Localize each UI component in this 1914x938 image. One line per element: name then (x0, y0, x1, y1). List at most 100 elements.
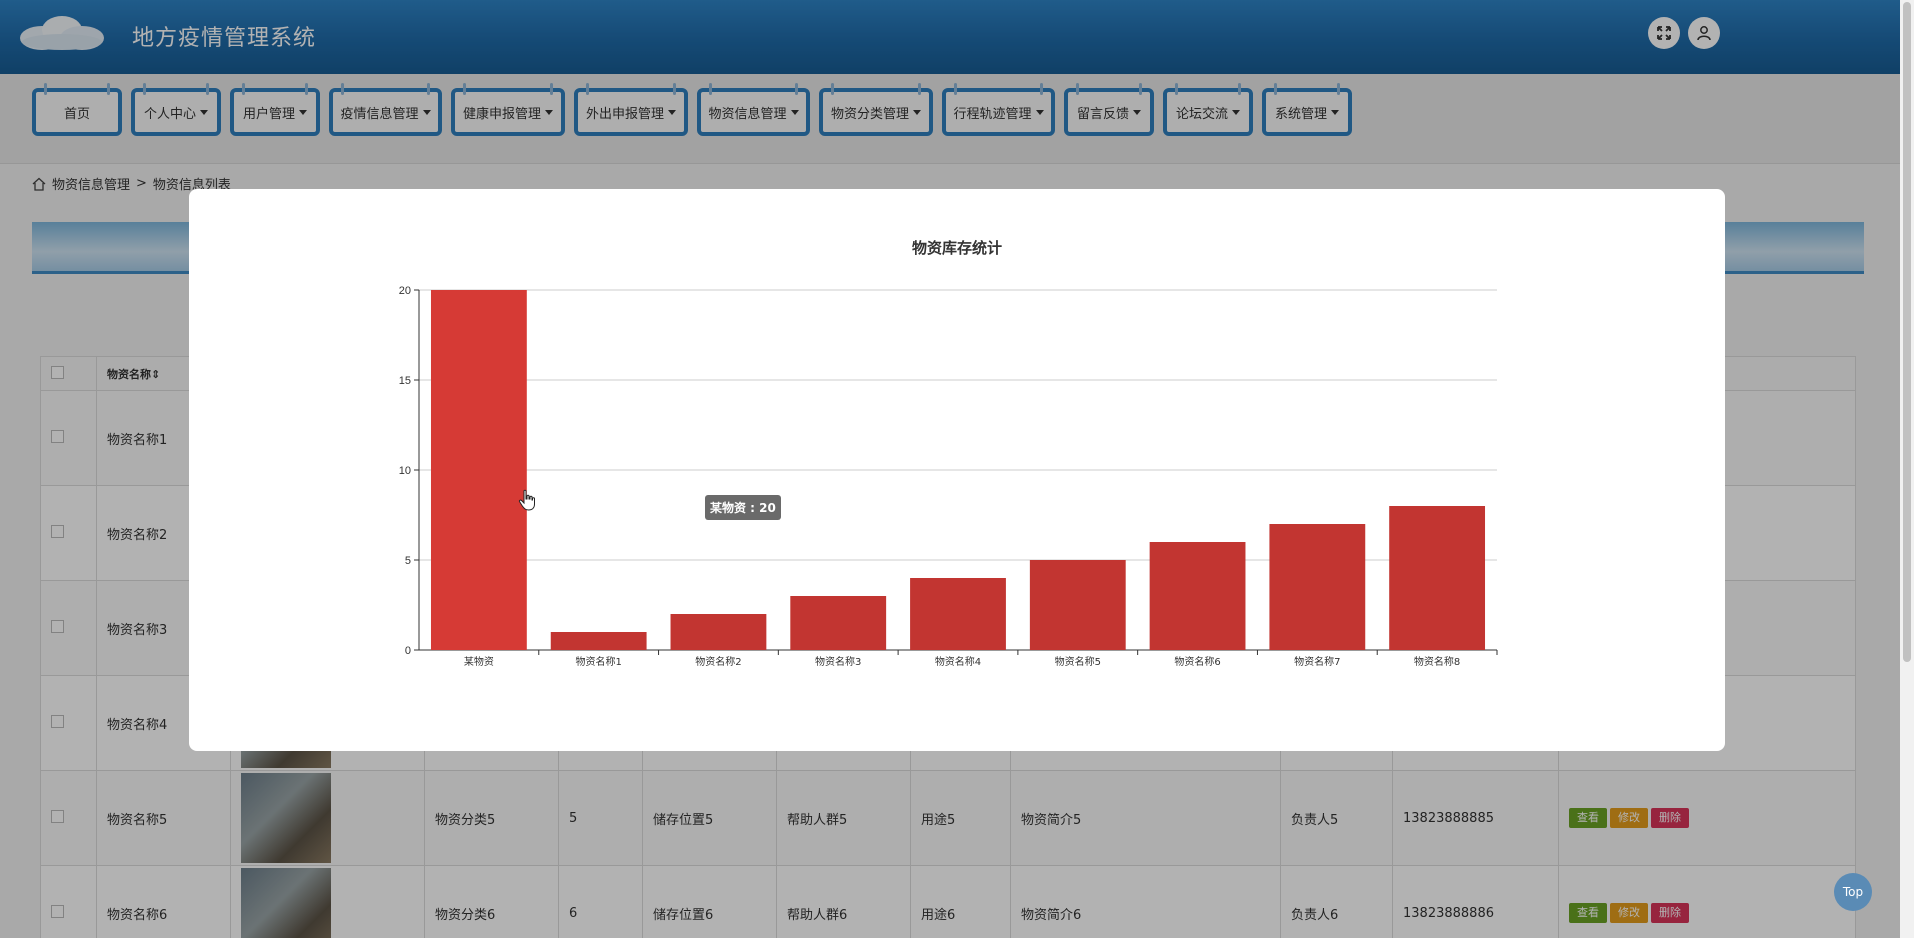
chart-bar (790, 596, 887, 650)
chart-tooltip: 某物资 : 20 (705, 495, 781, 520)
nav-label: 用户管理 (242, 106, 295, 122)
cell-actions: 查看 修改 删除 (1558, 770, 1856, 866)
table-row: 物资名称5 物资分类5 5 储存位置5 帮助人群5 用途5 物资简介5 负责人5… (40, 770, 1856, 866)
nav-item-outing[interactable]: 外出申报管理 (574, 83, 688, 136)
nav-label: 疫情信息管理 (340, 106, 419, 122)
select-all-checkbox[interactable] (51, 365, 64, 379)
supply-thumbnail (241, 868, 331, 938)
row-checkbox[interactable] (51, 619, 64, 633)
breadcrumb-separator: > (136, 176, 147, 191)
cell-name: 物资名称5 (96, 770, 231, 866)
fullscreen-button[interactable] (1648, 17, 1680, 49)
nav-label: 论坛交流 (1175, 106, 1228, 122)
back-to-top-button[interactable]: Top (1834, 873, 1872, 911)
x-tick-label: 物资名称1 (575, 655, 621, 668)
edit-button[interactable]: 修改 (1610, 903, 1648, 923)
x-tick-label: 某物资 (464, 655, 494, 668)
row-select-cell (40, 865, 97, 938)
chart-bar (1269, 524, 1366, 650)
cell-intro: 物资简介5 (1010, 770, 1281, 866)
row-checkbox[interactable] (51, 524, 64, 538)
row-checkbox[interactable] (51, 809, 64, 823)
nav-item-users[interactable]: 用户管理 (230, 83, 320, 136)
delete-button[interactable]: 删除 (1651, 808, 1689, 828)
row-select-cell (40, 675, 97, 771)
nav-item-system[interactable]: 系统管理 (1262, 83, 1352, 136)
delete-button[interactable]: 删除 (1651, 903, 1689, 923)
nav-label: 首页 (63, 106, 90, 122)
nav-label: 外出申报管理 (585, 106, 664, 122)
x-tick-label: 物资名称2 (695, 655, 741, 668)
cell-intro: 物资简介6 (1010, 865, 1281, 938)
cell-image (230, 770, 425, 866)
edit-button[interactable]: 修改 (1610, 808, 1648, 828)
chart-bar (1029, 560, 1126, 650)
nav-item-forum[interactable]: 论坛交流 (1163, 83, 1253, 136)
nav-item-home[interactable]: 首页 (32, 83, 122, 136)
row-checkbox[interactable] (51, 904, 64, 918)
y-tick-label: 10 (399, 465, 411, 477)
supply-thumbnail (241, 773, 331, 863)
caret-down-icon (1133, 109, 1141, 115)
chart-bar (550, 632, 647, 650)
cloud-logo-icon (20, 16, 104, 50)
cell-group: 帮助人群5 (776, 770, 911, 866)
chart-modal: 物资库存统计 0 5 10 15 20 某物资 物资名称1 物资名称2 物资名称3 物资名称4 物资… (189, 189, 1725, 751)
nav-item-health[interactable]: 健康申报管理 (451, 83, 565, 136)
user-button[interactable] (1688, 17, 1720, 49)
caret-down-icon (299, 109, 307, 115)
nav-item-epidemic[interactable]: 疫情信息管理 (329, 83, 442, 136)
row-checkbox[interactable] (51, 429, 64, 443)
home-icon[interactable] (32, 177, 46, 191)
chart-bar (430, 290, 527, 650)
caret-down-icon (913, 109, 921, 115)
x-tick-label: 物资名称4 (935, 655, 981, 668)
sort-icon[interactable]: ⇕ (151, 367, 161, 381)
select-all-cell (40, 356, 97, 391)
cell-image (230, 865, 425, 938)
nav-label: 行程轨迹管理 (953, 106, 1032, 122)
nav-item-feedback[interactable]: 留言反馈 (1064, 83, 1154, 136)
hand-cursor-icon (518, 489, 535, 511)
row-select-cell (40, 580, 97, 676)
nav-label: 物资信息管理 (708, 106, 787, 122)
caret-down-icon (545, 109, 553, 115)
y-tick-label: 20 (399, 285, 411, 297)
cell-name: 物资名称6 (96, 865, 231, 938)
nav-item-supplies[interactable]: 物资信息管理 (697, 83, 810, 136)
caret-down-icon (1331, 109, 1339, 115)
cell-group: 帮助人群6 (776, 865, 911, 938)
x-tick-label: 物资名称6 (1174, 655, 1220, 668)
nav-item-personal[interactable]: 个人中心 (131, 83, 221, 136)
chart-title: 物资库存统计 (911, 239, 1002, 257)
chart-bar (1149, 542, 1246, 650)
nav-item-trajectory[interactable]: 行程轨迹管理 (942, 83, 1055, 136)
cell-location: 储存位置5 (642, 770, 777, 866)
y-tick-label: 15 (399, 375, 411, 387)
view-button[interactable]: 查看 (1569, 808, 1607, 828)
row-checkbox[interactable] (51, 714, 64, 728)
chart-bar (1389, 506, 1486, 650)
row-select-cell (40, 770, 97, 866)
user-icon (1697, 26, 1711, 41)
cell-owner: 负责人5 (1280, 770, 1393, 866)
cell-phone: 13823888885 (1392, 770, 1559, 866)
view-button[interactable]: 查看 (1569, 903, 1607, 923)
cell-usage: 用途6 (910, 865, 1011, 938)
scrollbar-thumb[interactable] (1903, 2, 1911, 662)
col-header-label: 物资名称 (107, 367, 151, 381)
cell-phone: 13823888886 (1392, 865, 1559, 938)
app-title: 地方疫情管理系统 (132, 26, 317, 51)
expand-icon (1657, 26, 1671, 40)
chart-bar (910, 578, 1006, 650)
x-tick-label: 物资名称8 (1414, 655, 1460, 668)
caret-down-icon (790, 109, 799, 115)
caret-down-icon (1232, 109, 1240, 115)
nav-item-supply-category[interactable]: 物资分类管理 (819, 83, 933, 136)
caret-down-icon (1035, 109, 1044, 115)
page-scrollbar[interactable] (1900, 0, 1914, 938)
chart-bar (670, 614, 767, 650)
breadcrumb-section[interactable]: 物资信息管理 (52, 178, 131, 193)
cell-usage: 用途5 (910, 770, 1011, 866)
breadcrumb: 物资信息管理 > 物资信息列表 (32, 174, 231, 193)
